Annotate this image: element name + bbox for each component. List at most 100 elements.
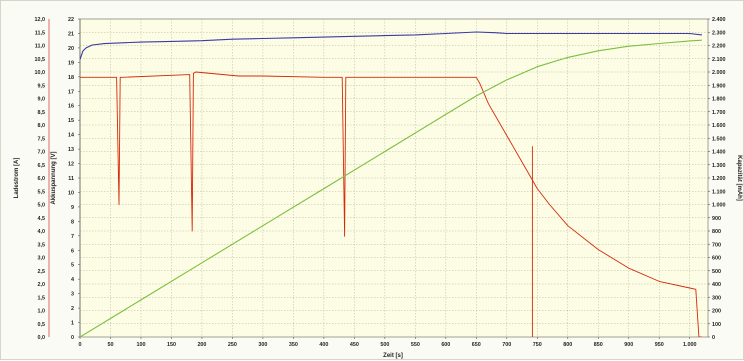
y-tick-label-current: 7,0: [38, 150, 46, 156]
y-tick-label-capacity: 100: [712, 322, 721, 328]
y-tick-label-capacity: 2.400: [712, 17, 726, 23]
y-tick-label-current: 4,5: [38, 216, 46, 222]
tick-labels: 0 50 100 150 200 250 300 350 400 450 500 550 600 650 7…: [35, 17, 726, 348]
x-tick-label: 850: [594, 342, 603, 348]
y-tick-label-capacity: 1.500: [712, 136, 726, 142]
y-tick-label-capacity: 1.600: [712, 123, 726, 129]
x-tick-label: 250: [228, 342, 237, 348]
y-tick-label-voltage: 15: [68, 118, 74, 124]
x-tick-label: 0: [79, 342, 82, 348]
y-tick-label-current: 2,5: [38, 269, 46, 275]
y-tick-label-current: 4,0: [38, 229, 46, 235]
y-tick-label-voltage: 11: [68, 176, 74, 182]
y-tick-label-capacity: 2.200: [712, 44, 726, 50]
y-tick-label-capacity: 700: [712, 242, 721, 248]
x-tick-label: 200: [197, 342, 206, 348]
y-tick-label-voltage: 16: [68, 104, 74, 110]
y-tick-label-current: 9,0: [38, 97, 46, 103]
x-axis-label: Zeit [s]: [383, 353, 403, 359]
y-tick-label-current: 1,0: [38, 309, 46, 315]
y-tick-label-current: 10,5: [35, 57, 46, 63]
y-tick-label-current: 12,0: [35, 17, 46, 23]
y-tick-label-capacity: 0: [712, 335, 715, 341]
x-tick-label: 950: [655, 342, 664, 348]
y-tick-label-capacity: 500: [712, 269, 721, 275]
y-tick-label-capacity: 600: [712, 256, 721, 262]
y-tick-label-voltage: 0: [71, 335, 74, 341]
x-tick-label: 900: [624, 342, 633, 348]
y-tick-label-voltage: 21: [68, 31, 74, 37]
x-tick-label: 800: [563, 342, 572, 348]
y-axis-label-voltage: Akkuspannung [V]: [51, 151, 57, 204]
y-tick-label-capacity: 2.100: [712, 57, 726, 63]
y-tick-label-current: 3,5: [38, 242, 46, 248]
y-tick-label-capacity: 800: [712, 229, 721, 235]
y-tick-label-current: 8,5: [38, 110, 46, 116]
y-tick-label-voltage: 6: [71, 248, 74, 254]
y-tick-label-current: 3,0: [38, 256, 46, 262]
series-layer: [80, 31, 702, 337]
y-tick-label-voltage: 22: [68, 17, 74, 23]
y-tick-label-voltage: 8: [71, 219, 74, 225]
y-tick-label-current: 5,5: [38, 189, 46, 195]
y-tick-label-voltage: 14: [68, 133, 74, 139]
x-tick-label: 600: [441, 342, 450, 348]
axes: [48, 18, 710, 339]
y-tick-label-capacity: 400: [712, 282, 721, 288]
y-tick-label-capacity: 1.300: [712, 163, 726, 169]
y-tick-label-capacity: 1.800: [712, 97, 726, 103]
x-tick-label: 500: [380, 342, 389, 348]
series-line-capacity: [80, 39, 702, 337]
y-tick-label-voltage: 7: [71, 234, 74, 240]
y-tick-label-current: 7,5: [38, 136, 46, 142]
x-tick-label: 750: [533, 342, 542, 348]
y-axis-label-capacity: Kapazität [mAh]: [736, 155, 742, 201]
x-tick-label: 400: [319, 342, 328, 348]
y-tick-label-current: 6,5: [38, 163, 46, 169]
y-tick-label-capacity: 200: [712, 309, 721, 315]
y-tick-label-current: 0,0: [38, 335, 46, 341]
y-tick-label-current: 8,0: [38, 123, 46, 129]
x-tick-label: 1.000: [683, 342, 697, 348]
y-tick-label-voltage: 19: [68, 60, 74, 66]
y-tick-label-current: 11,5: [35, 30, 45, 36]
y-tick-label-capacity: 1.400: [712, 150, 726, 156]
y-tick-label-voltage: 4: [71, 277, 74, 283]
series-line-current: [80, 71, 702, 337]
y-tick-label-voltage: 5: [71, 263, 74, 269]
x-tick-label: 50: [107, 342, 113, 348]
y-tick-label-voltage: 2: [71, 306, 74, 312]
x-tick-label: 100: [136, 342, 145, 348]
y-tick-label-voltage: 20: [68, 46, 74, 52]
y-tick-label-current: 11,0: [35, 44, 45, 50]
y-tick-label-current: 0,5: [38, 322, 46, 328]
y-tick-label-current: 10,0: [35, 70, 46, 76]
y-tick-label-current: 5,0: [38, 203, 46, 209]
y-axis-label-current: Ladestrom [A]: [14, 158, 20, 199]
x-tick-label: 700: [502, 342, 511, 348]
y-tick-label-capacity: 2.000: [712, 70, 726, 76]
y-tick-label-capacity: 2.300: [712, 30, 726, 36]
x-tick-label: 450: [350, 342, 359, 348]
grid: [80, 19, 708, 337]
y-tick-label-capacity: 1.000: [712, 203, 726, 209]
x-tick-label: 350: [289, 342, 298, 348]
y-tick-label-capacity: 300: [712, 295, 721, 301]
y-tick-label-capacity: 1.700: [712, 110, 726, 116]
y-tick-label-voltage: 18: [68, 75, 74, 81]
y-tick-label-current: 9,5: [38, 83, 46, 89]
y-tick-label-voltage: 1: [71, 321, 74, 327]
y-tick-label-current: 2,0: [38, 282, 46, 288]
y-tick-label-voltage: 17: [68, 89, 74, 95]
x-tick-label: 550: [411, 342, 420, 348]
y-tick-label-voltage: 10: [68, 190, 74, 196]
x-tick-label: 300: [258, 342, 267, 348]
series-line-voltage: [80, 31, 702, 60]
y-tick-label-capacity: 1.100: [712, 189, 726, 195]
y-tick-label-capacity: 1.200: [712, 176, 726, 182]
y-tick-label-voltage: 12: [68, 162, 74, 168]
y-tick-label-current: 1,5: [38, 295, 46, 301]
y-tick-label-capacity: 1.900: [712, 83, 726, 89]
x-tick-label: 650: [472, 342, 481, 348]
